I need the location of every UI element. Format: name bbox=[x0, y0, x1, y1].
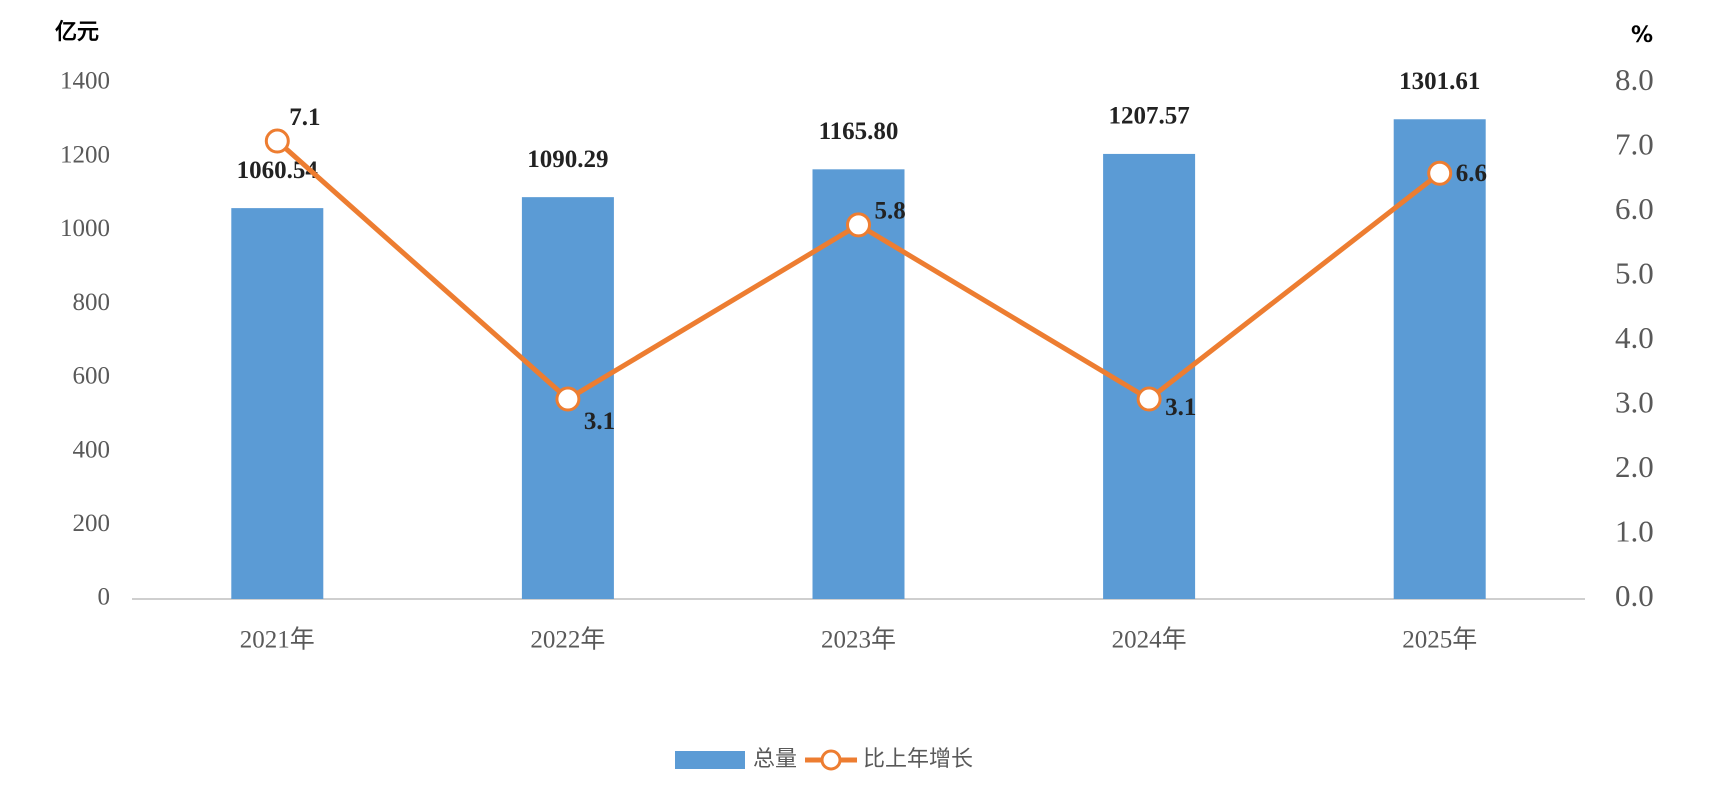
line-marker bbox=[1136, 386, 1162, 412]
y2-tick-label: 0.0 bbox=[1615, 578, 1654, 613]
line-value-label: 6.6 bbox=[1456, 160, 1487, 187]
bar-value-label: 1060.54 bbox=[237, 157, 319, 184]
line-value-label: 5.8 bbox=[875, 198, 906, 225]
y2-tick-label: 7.0 bbox=[1615, 127, 1654, 162]
line-marker bbox=[846, 212, 871, 238]
bar-value-label: 1301.61 bbox=[1399, 68, 1480, 95]
y-tick-label: 1200 bbox=[60, 141, 110, 168]
y-axis-label: 亿元 bbox=[55, 20, 99, 45]
line-value-label: 3.1 bbox=[1165, 394, 1196, 421]
line-marker bbox=[555, 386, 581, 412]
y2-tick-label: 4.0 bbox=[1615, 320, 1654, 355]
x-tick-label: 2023年 bbox=[821, 626, 896, 654]
y-tick-label: 600 bbox=[73, 363, 111, 390]
line-value-label: 3.1 bbox=[584, 408, 615, 435]
x-tick-label: 2022年 bbox=[530, 626, 605, 654]
bar bbox=[1393, 119, 1486, 600]
y2-tick-label: 1.0 bbox=[1615, 514, 1654, 549]
legend: 总量 比上年增长 bbox=[675, 747, 973, 772]
bar bbox=[231, 208, 324, 600]
bar-value-label: 1090.29 bbox=[527, 146, 608, 173]
line-marker bbox=[264, 128, 290, 154]
bar-value-label: 1207.57 bbox=[1108, 103, 1189, 130]
legend-swatch bbox=[675, 751, 745, 769]
legend-label: 总量 bbox=[753, 747, 797, 772]
y-tick-label: 200 bbox=[73, 510, 111, 537]
y2-tick-label: 6.0 bbox=[1615, 191, 1654, 226]
y-tick-label: 400 bbox=[73, 436, 111, 463]
y-tick-label: 1000 bbox=[60, 215, 110, 242]
y2-axis-label: % bbox=[1631, 23, 1653, 48]
y-tick-label: 0 bbox=[98, 584, 111, 611]
legend-swatch bbox=[820, 749, 842, 771]
line-marker bbox=[1427, 160, 1453, 186]
x-tick-label: 2024年 bbox=[1112, 626, 1187, 654]
bar-value-label: 1165.80 bbox=[819, 118, 899, 145]
line-value-label: 7.1 bbox=[289, 104, 320, 131]
x-tick-label: 2025年 bbox=[1402, 626, 1477, 654]
y2-tick-label: 2.0 bbox=[1615, 449, 1654, 484]
x-tick-label: 2021年 bbox=[240, 626, 315, 654]
y2-tick-label: 3.0 bbox=[1615, 385, 1654, 420]
y2-tick-label: 5.0 bbox=[1615, 256, 1654, 291]
legend-label: 比上年增长 bbox=[863, 747, 973, 772]
y-tick-label: 800 bbox=[73, 289, 111, 316]
y2-tick-label: 8.0 bbox=[1615, 62, 1654, 97]
y-tick-label: 1400 bbox=[60, 68, 110, 95]
